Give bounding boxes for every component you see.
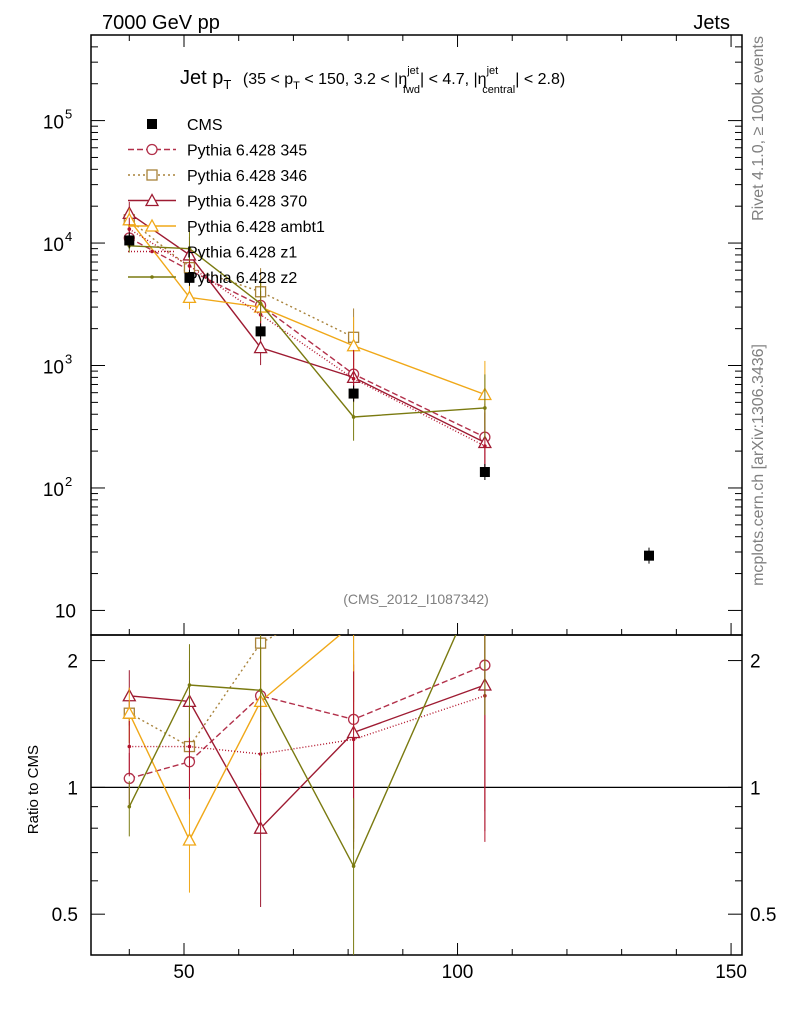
- ratio-line-5: [128, 635, 457, 868]
- y-tick-label-main: 10: [43, 480, 64, 501]
- data-point: [124, 235, 135, 246]
- data-point: [644, 550, 654, 561]
- x-tick-label: 100: [442, 962, 474, 983]
- series-point-5: [258, 301, 263, 306]
- ratio-point-5: [258, 688, 263, 693]
- y-tick-label-ratio-right: 2: [750, 652, 761, 673]
- series-point-4: [483, 444, 487, 448]
- y-tick-label-ratio-right: 1: [750, 778, 761, 799]
- title-cut-sup2: jet: [486, 65, 499, 77]
- legend-label-0: Pythia 6.428 345: [187, 143, 307, 160]
- y-tick-label-main: 10: [43, 358, 64, 379]
- legend-marker-4: [150, 249, 154, 254]
- legend-label-2: Pythia 6.428 370: [187, 194, 307, 211]
- legend-marker-2: [144, 193, 160, 207]
- series-line-0: [128, 237, 486, 438]
- series-point-4: [187, 264, 192, 268]
- series-point-4: [127, 227, 132, 231]
- series-point-3: [182, 290, 197, 304]
- series-line-3: [128, 219, 486, 396]
- title-cut-sup1: jet: [406, 65, 419, 77]
- series-point-5: [351, 415, 356, 419]
- plot-title: Jet pT (35 < pT < 150, 3.2 < |ηjet fwd| <…: [180, 65, 565, 96]
- x-tick-label: 50: [173, 962, 194, 983]
- title-cut-sub1: T: [293, 80, 300, 92]
- legend-label-5: Pythia 6.428 z2: [187, 270, 297, 287]
- title-main-sub: T: [223, 77, 231, 92]
- y-tick-label-ratio: 0.5: [52, 905, 78, 926]
- series-point-5: [187, 246, 192, 251]
- data-point: [255, 326, 266, 337]
- title-cut-mid1: < 150, 3.2 < |η: [300, 71, 407, 88]
- legend-marker-0: [146, 143, 158, 156]
- legend-marker-cms: [147, 119, 157, 129]
- ratio-point-5: [351, 864, 356, 868]
- legend-label-cms: CMS: [187, 117, 223, 134]
- title-cut-mid2: | < 4.7, |η: [420, 71, 487, 88]
- legend-label-1: Pythia 6.428 346: [187, 168, 307, 185]
- title-cut-pre: (35 < p: [243, 71, 293, 88]
- mcplots-label: mcplots.cern.ch [arXiv:1306.3436]: [750, 344, 767, 586]
- ratio-line-0: [129, 664, 486, 780]
- series-point-4: [351, 376, 356, 381]
- data-point: [184, 272, 195, 283]
- y-tick-label-ratio: 2: [67, 652, 78, 673]
- ratio-point-4: [127, 744, 132, 749]
- ratio-line-2: [129, 684, 486, 830]
- legend-marker-3: [144, 218, 160, 232]
- series-point-2: [253, 340, 268, 354]
- ratio-plot-frame: [90, 634, 743, 956]
- header-right: Jets: [693, 12, 730, 34]
- y-tick-exp-main: 2: [65, 474, 72, 489]
- legend-label-3: Pythia 6.428 ambt1: [187, 219, 325, 236]
- y-tick-exp-main: 4: [65, 229, 72, 244]
- legend-marker-5: [150, 275, 154, 279]
- legend-label-4: Pythia 6.428 z1: [187, 245, 297, 262]
- ratio-line-1: [128, 635, 278, 748]
- title-cut-post: | < 2.8): [515, 71, 565, 88]
- y-tick-label-main: 10: [55, 601, 76, 622]
- legend-marker-1: [146, 169, 158, 181]
- ratio-point-3: [122, 705, 137, 719]
- ratio-point-4: [187, 744, 192, 749]
- ratio-point-5: [187, 683, 192, 687]
- data-point: [348, 388, 359, 399]
- y-tick-label-ratio-right: 0.5: [750, 905, 776, 926]
- series-line-4: [128, 228, 486, 447]
- x-tick-label: 150: [715, 962, 747, 983]
- y-tick-exp-main: 3: [65, 352, 72, 367]
- title-cut-sub3: central: [482, 84, 515, 96]
- rivet-version-label: Rivet 4.1.0, ≥ 100k events: [750, 36, 767, 221]
- data-point: [479, 467, 490, 478]
- ratio-axis-label: Ratio to CMS: [25, 745, 42, 834]
- ratio-line-3: [128, 635, 341, 842]
- series-point-5: [483, 406, 487, 410]
- header-left: 7000 GeV pp: [102, 12, 220, 34]
- series-line-5: [129, 245, 485, 418]
- y-tick-label-main: 10: [43, 235, 64, 256]
- ratio-point-5: [127, 804, 132, 809]
- y-tick-label-ratio: 1: [67, 778, 78, 799]
- ratio-point-4: [351, 737, 356, 742]
- title-cut-sub2: fwd: [403, 84, 420, 96]
- y-tick-label-main: 10: [43, 113, 64, 134]
- y-tick-exp-main: 5: [65, 107, 72, 122]
- ratio-point-3: [182, 832, 197, 846]
- title-main: Jet p: [180, 67, 223, 89]
- analysis-id-label: (CMS_2012_I1087342): [343, 591, 489, 607]
